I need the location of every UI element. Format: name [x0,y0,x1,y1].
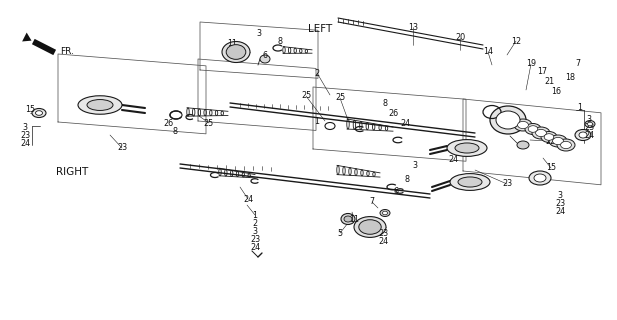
Text: 1: 1 [252,211,257,220]
Text: 16: 16 [551,86,561,95]
Ellipse shape [383,211,387,215]
Text: 26: 26 [163,118,173,127]
Text: 24: 24 [250,243,260,252]
Ellipse shape [458,177,482,187]
Ellipse shape [32,108,46,117]
Ellipse shape [222,42,250,62]
Text: 3: 3 [22,123,28,132]
Text: 8: 8 [173,127,178,137]
Text: 3: 3 [587,116,592,124]
Text: 5: 5 [337,228,342,237]
Ellipse shape [575,130,591,140]
Text: 24: 24 [400,119,410,129]
Text: 25: 25 [301,92,311,100]
Text: 25: 25 [335,93,345,102]
Ellipse shape [78,96,122,114]
Text: 2: 2 [252,219,257,228]
Text: 23: 23 [250,235,260,244]
Text: 1: 1 [315,116,320,125]
Ellipse shape [528,126,538,132]
Ellipse shape [490,106,526,134]
Polygon shape [22,33,31,42]
Ellipse shape [87,100,113,110]
Text: 3: 3 [413,161,418,170]
Ellipse shape [518,121,528,129]
Text: 22: 22 [545,137,555,146]
Ellipse shape [447,140,487,156]
Ellipse shape [380,210,390,217]
Text: 23: 23 [555,198,565,207]
Text: 12: 12 [511,36,521,45]
Ellipse shape [260,55,270,63]
Ellipse shape [536,129,547,137]
Text: 15: 15 [546,164,556,172]
Text: 15: 15 [25,106,35,115]
Text: 23: 23 [117,143,127,153]
Text: 20: 20 [455,34,465,43]
Text: LEFT: LEFT [308,24,332,34]
Ellipse shape [549,135,567,147]
Text: 3: 3 [558,190,563,199]
Ellipse shape [496,111,520,129]
Polygon shape [32,39,56,55]
Text: 23: 23 [20,131,30,140]
Text: 3: 3 [257,29,262,38]
Text: 7: 7 [370,197,375,206]
Ellipse shape [557,139,575,151]
Text: 24: 24 [555,206,565,215]
Ellipse shape [553,137,563,145]
Ellipse shape [359,220,381,234]
Text: 21: 21 [544,77,554,86]
Text: 7: 7 [576,60,581,68]
Text: 8: 8 [383,100,387,108]
Ellipse shape [585,121,595,127]
Text: 11: 11 [227,38,237,47]
Text: 8: 8 [405,174,410,183]
Ellipse shape [226,45,246,59]
Ellipse shape [455,143,479,153]
Text: 13: 13 [408,22,418,31]
Text: 25: 25 [204,118,214,127]
Ellipse shape [541,132,557,142]
Ellipse shape [534,174,546,182]
Text: 24: 24 [20,139,30,148]
Text: 3: 3 [252,227,257,236]
Text: 18: 18 [565,74,575,83]
Ellipse shape [529,171,551,185]
Text: 24: 24 [448,156,458,164]
Ellipse shape [517,141,529,149]
Ellipse shape [525,124,541,134]
Ellipse shape [579,132,587,138]
Text: 26: 26 [388,109,398,118]
Text: 23: 23 [584,124,594,132]
Ellipse shape [514,119,532,131]
Ellipse shape [587,122,592,126]
Text: 24: 24 [378,236,388,245]
Ellipse shape [341,213,355,225]
Text: 6: 6 [394,187,399,196]
Ellipse shape [344,216,352,222]
Text: 8: 8 [278,37,283,46]
Text: 6: 6 [262,52,268,60]
Text: 19: 19 [526,60,536,68]
Text: 24: 24 [584,132,594,140]
Ellipse shape [561,141,571,148]
Text: 1: 1 [578,102,582,111]
Ellipse shape [532,127,550,139]
Text: 14: 14 [483,47,493,57]
Ellipse shape [36,111,43,115]
Text: 23: 23 [502,180,512,188]
Ellipse shape [354,217,386,237]
Text: 11: 11 [349,214,359,223]
Text: 17: 17 [537,67,547,76]
Text: FR.: FR. [60,46,74,55]
Text: RIGHT: RIGHT [56,167,88,177]
Text: 23: 23 [378,228,388,237]
Ellipse shape [544,134,554,140]
Text: 24: 24 [243,195,253,204]
Text: 2: 2 [315,68,320,77]
Ellipse shape [450,173,490,190]
